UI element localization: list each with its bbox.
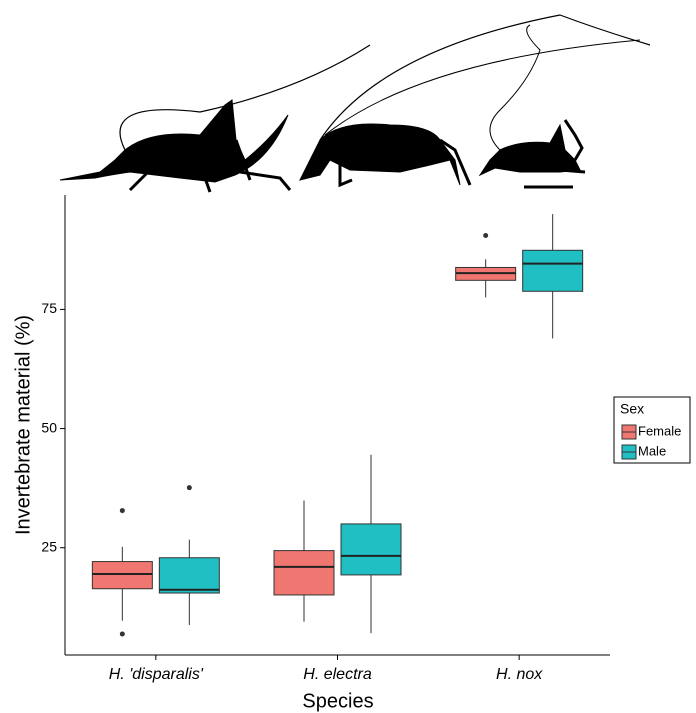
y-tick-label: 25 (41, 538, 57, 554)
x-tick-label: H. 'disparalis' (109, 666, 204, 683)
legend-label: Male (638, 443, 666, 458)
box (523, 250, 583, 291)
outlier (120, 508, 125, 513)
insect-silhouettes (60, 15, 650, 192)
outlier (120, 632, 125, 637)
x-tick-label: H. nox (496, 666, 543, 683)
x-axis-title: Species (302, 690, 373, 712)
outlier (483, 233, 488, 238)
legend-title: Sex (620, 401, 644, 417)
legend-label: Female (638, 423, 681, 438)
box (341, 524, 401, 575)
outlier (187, 485, 192, 490)
y-tick-label: 75 (41, 300, 57, 316)
y-axis-title: Invertebrate material (%) (12, 315, 34, 535)
y-tick-label: 50 (41, 419, 57, 435)
chart: Species Invertebrate material (%) Sex 25… (0, 0, 696, 713)
box (92, 562, 152, 589)
x-tick-label: H. electra (303, 666, 372, 683)
box (274, 551, 334, 595)
box (159, 558, 219, 593)
